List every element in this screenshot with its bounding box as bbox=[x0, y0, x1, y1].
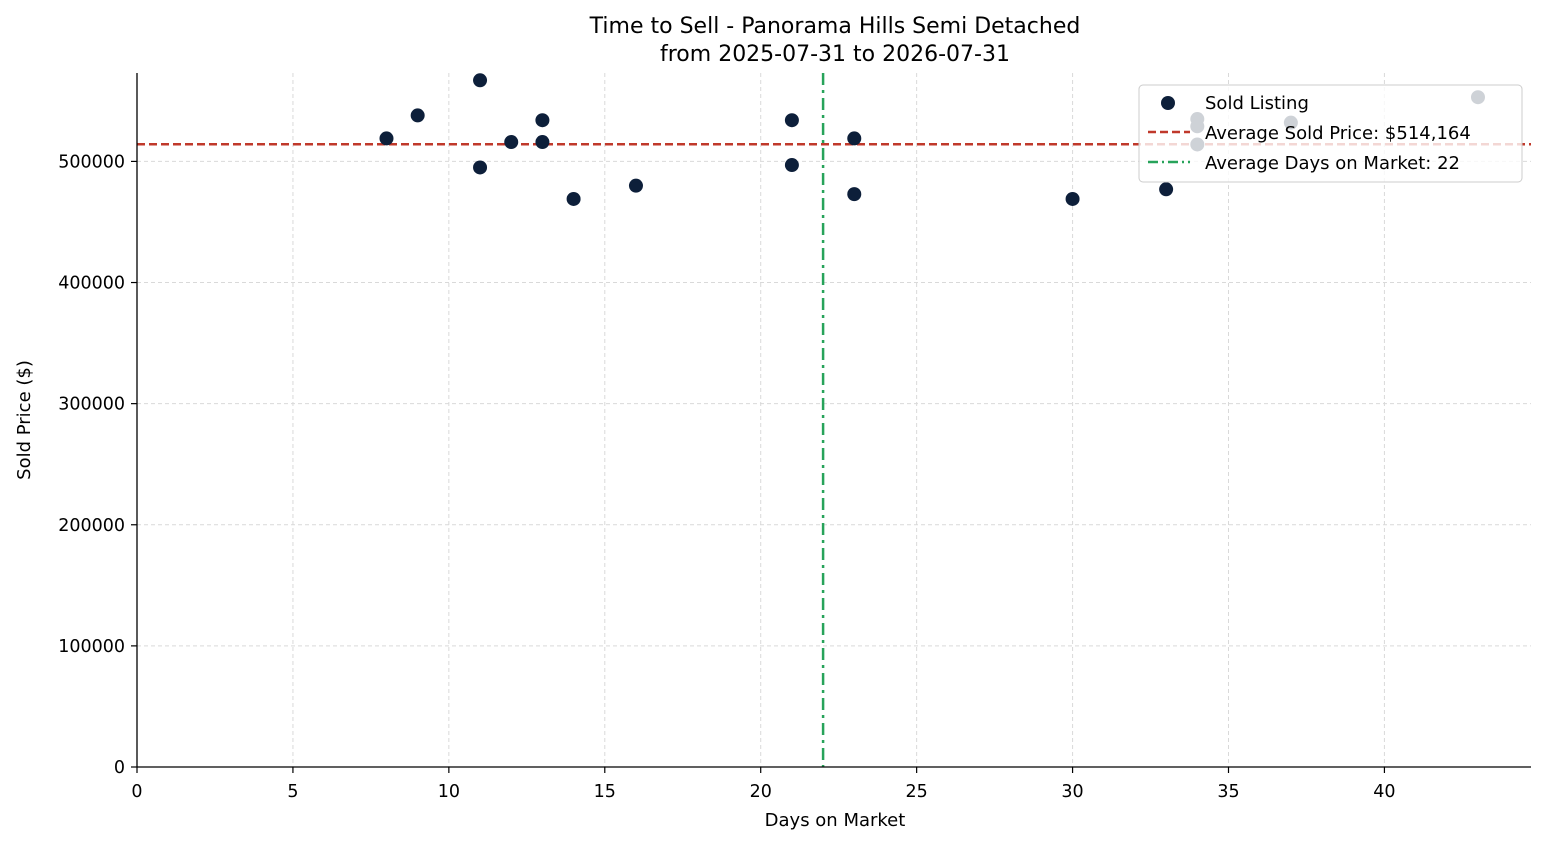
grid bbox=[137, 73, 1531, 767]
x-tick-label: 40 bbox=[1373, 782, 1395, 802]
reference-lines bbox=[137, 73, 1531, 767]
x-tick-label: 10 bbox=[438, 782, 460, 802]
y-axis-label: Sold Price ($) bbox=[14, 360, 35, 480]
legend-label-sold-listing: Sold Listing bbox=[1205, 93, 1309, 114]
sold-listing-point bbox=[410, 108, 425, 123]
chart-title: Time to Sell - Panorama Hills Semi Detac… bbox=[589, 14, 1081, 39]
sold-listing-point bbox=[628, 178, 643, 193]
x-tick-label: 15 bbox=[594, 782, 616, 802]
sold-listing-point bbox=[566, 191, 581, 206]
x-tick-label: 20 bbox=[750, 782, 772, 802]
y-tick-label: 100000 bbox=[58, 637, 125, 657]
x-tick-label: 5 bbox=[287, 782, 298, 802]
legend-marker-sold-listing bbox=[1161, 96, 1175, 110]
sold-listing-point bbox=[535, 113, 550, 128]
sold-listing-point bbox=[847, 187, 862, 202]
sold-listing-point bbox=[473, 73, 488, 88]
sold-listing-point bbox=[784, 113, 799, 128]
sold-listing-point bbox=[473, 160, 488, 175]
sold-listing-point bbox=[504, 135, 519, 150]
sold-listing-point bbox=[1065, 191, 1080, 206]
legend-label-average-days: Average Days on Market: 22 bbox=[1205, 153, 1460, 174]
y-tick-label: 500000 bbox=[58, 152, 125, 172]
y-tick-label: 200000 bbox=[58, 516, 125, 536]
sold-listing-point bbox=[784, 158, 799, 173]
sold-listing-point bbox=[847, 131, 862, 146]
legend: Sold Listing Average Sold Price: $514,16… bbox=[1138, 84, 1523, 183]
legend-box bbox=[1138, 84, 1523, 183]
x-tick-label: 30 bbox=[1061, 782, 1083, 802]
y-tick-label: 400000 bbox=[58, 274, 125, 294]
x-tick-label: 0 bbox=[131, 782, 142, 802]
x-axis-ticks: 0 5 10 15 20 25 30 35 40 bbox=[131, 767, 1396, 802]
x-axis-label: Days on Market bbox=[765, 810, 906, 831]
legend-label-average-price: Average Sold Price: $514,164 bbox=[1205, 123, 1471, 144]
y-tick-label: 0 bbox=[114, 758, 125, 778]
x-tick-label: 25 bbox=[906, 782, 928, 802]
y-axis-ticks: 0 100000 200000 300000 400000 500000 bbox=[58, 152, 137, 778]
x-tick-label: 35 bbox=[1217, 782, 1239, 802]
sold-listing-point bbox=[535, 135, 550, 150]
sold-listing-point bbox=[379, 131, 394, 146]
chart-subtitle: from 2025-07-31 to 2026-07-31 bbox=[660, 42, 1010, 67]
y-tick-label: 300000 bbox=[58, 395, 125, 415]
sold-listing-point bbox=[1159, 182, 1174, 197]
